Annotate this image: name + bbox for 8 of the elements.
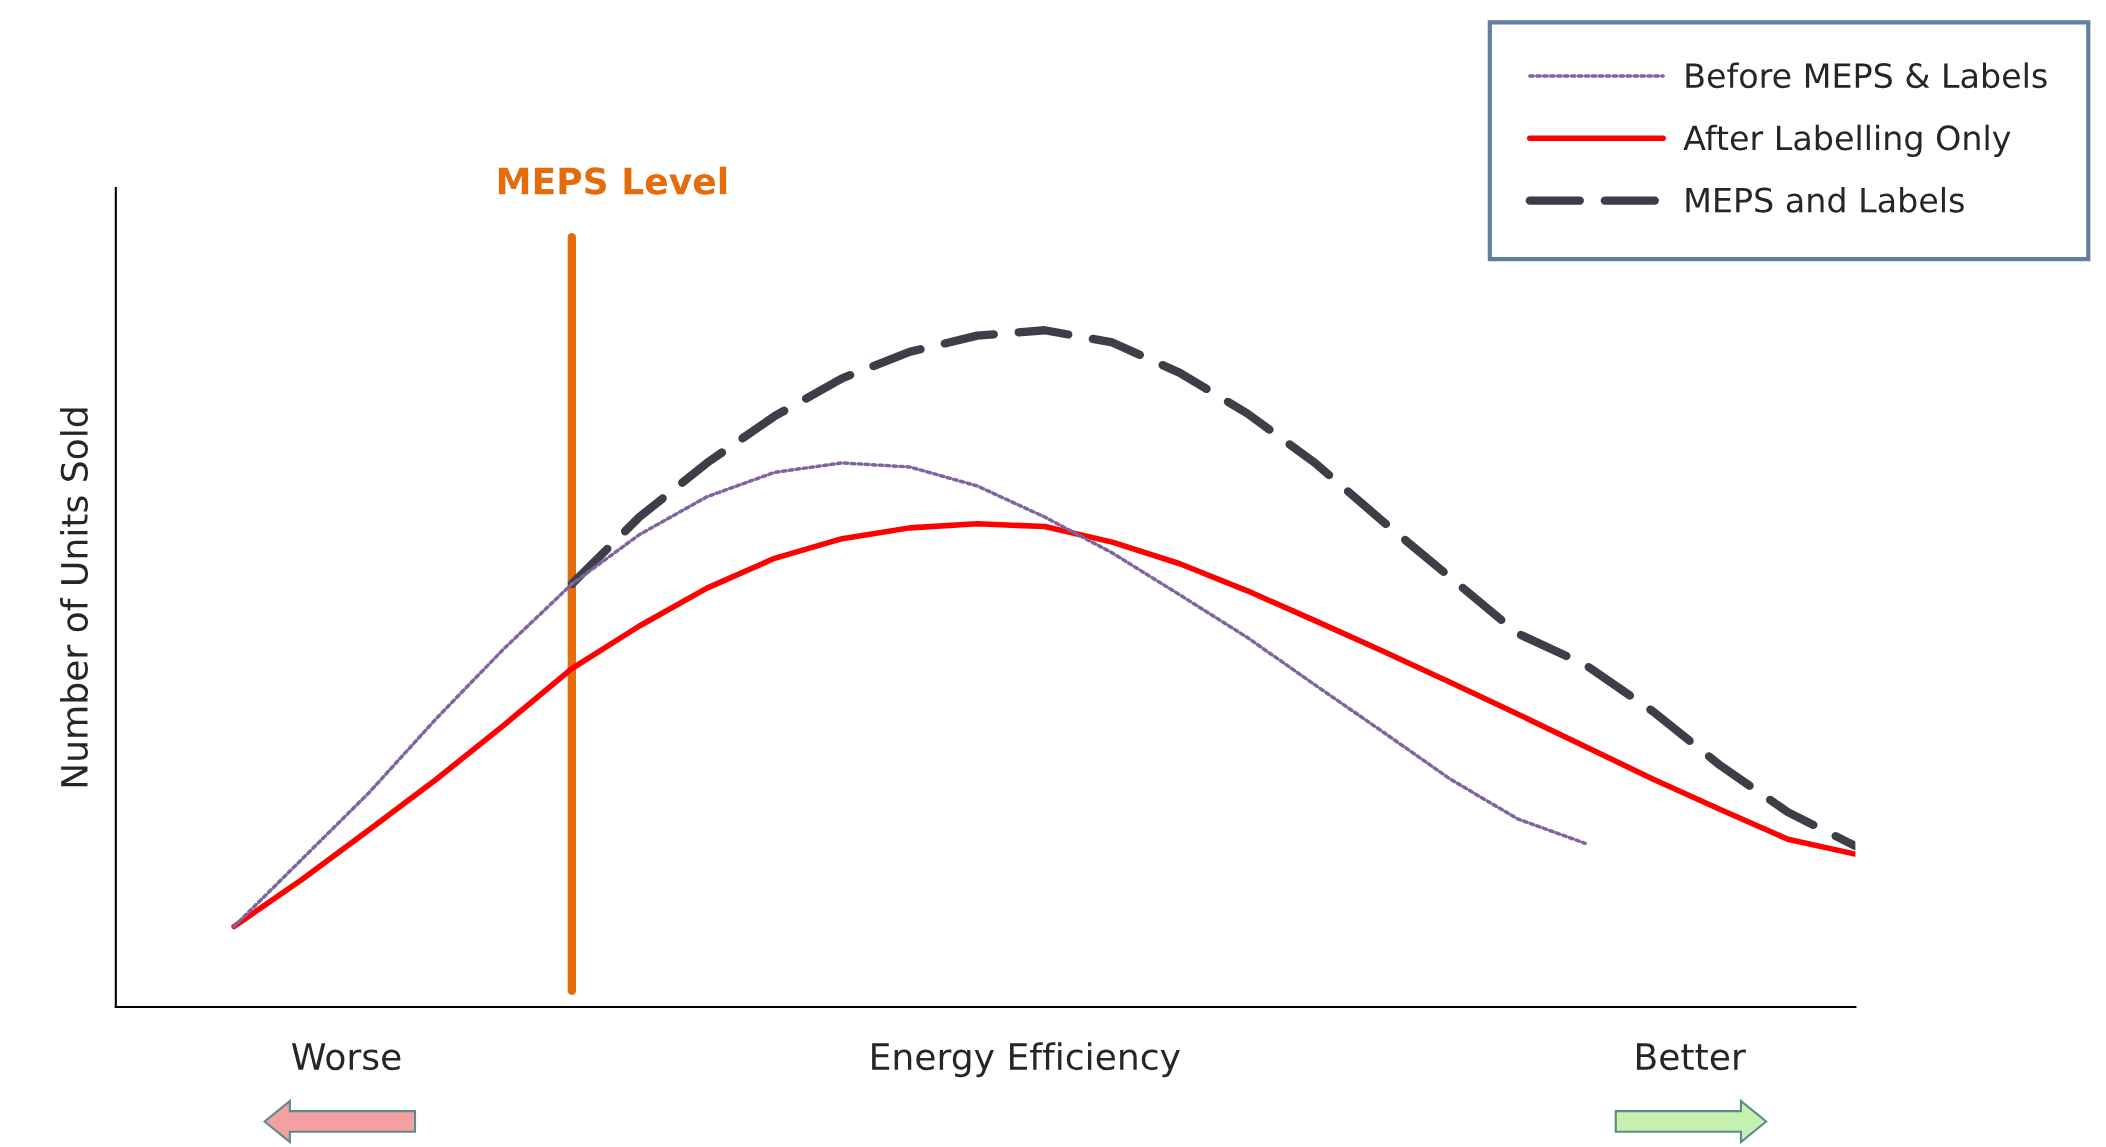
- text: Better: [1636, 1043, 1746, 1071]
- text: MEPS Level: [498, 166, 727, 195]
- y-axis-title: Number of Units Sold: [60, 408, 88, 787]
- legend-label: After Labelling Only: [1683, 124, 2011, 157]
- text: Worse: [291, 1043, 401, 1071]
- legend-label: MEPS and Labels: [1686, 186, 1964, 213]
- legend-label: Before MEPS & Labels: [1686, 62, 2047, 89]
- x-axis-title: Energy Efficiency: [872, 1042, 1180, 1078]
